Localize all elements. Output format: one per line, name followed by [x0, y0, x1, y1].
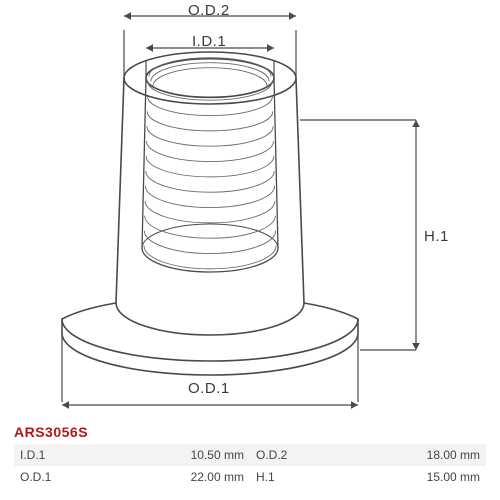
label-od1: O.D.1: [188, 380, 230, 397]
table-row: I.D.1 10.50 mm O.D.2 18.00 mm: [14, 444, 486, 466]
label-h1: H.1: [424, 228, 449, 245]
cell-value: 15.00 mm: [319, 466, 486, 488]
table-row: O.D.1 22.00 mm H.1 15.00 mm: [14, 466, 486, 488]
label-od2: O.D.2: [188, 2, 230, 19]
cell-label: O.D.2: [250, 444, 319, 466]
technical-drawing: O.D.2 I.D.1 H.1 O.D.1: [0, 0, 500, 420]
drawing-svg: [0, 0, 500, 420]
cell-label: H.1: [250, 466, 319, 488]
cell-label: O.D.1: [14, 466, 83, 488]
label-id1: I.D.1: [192, 33, 226, 50]
cell-value: 10.50 mm: [83, 444, 250, 466]
cell-value: 22.00 mm: [83, 466, 250, 488]
spec-table: I.D.1 10.50 mm O.D.2 18.00 mm O.D.1 22.0…: [14, 444, 486, 488]
cell-value: 18.00 mm: [319, 444, 486, 466]
part-number: ARS3056S: [14, 424, 88, 440]
cell-label: I.D.1: [14, 444, 83, 466]
